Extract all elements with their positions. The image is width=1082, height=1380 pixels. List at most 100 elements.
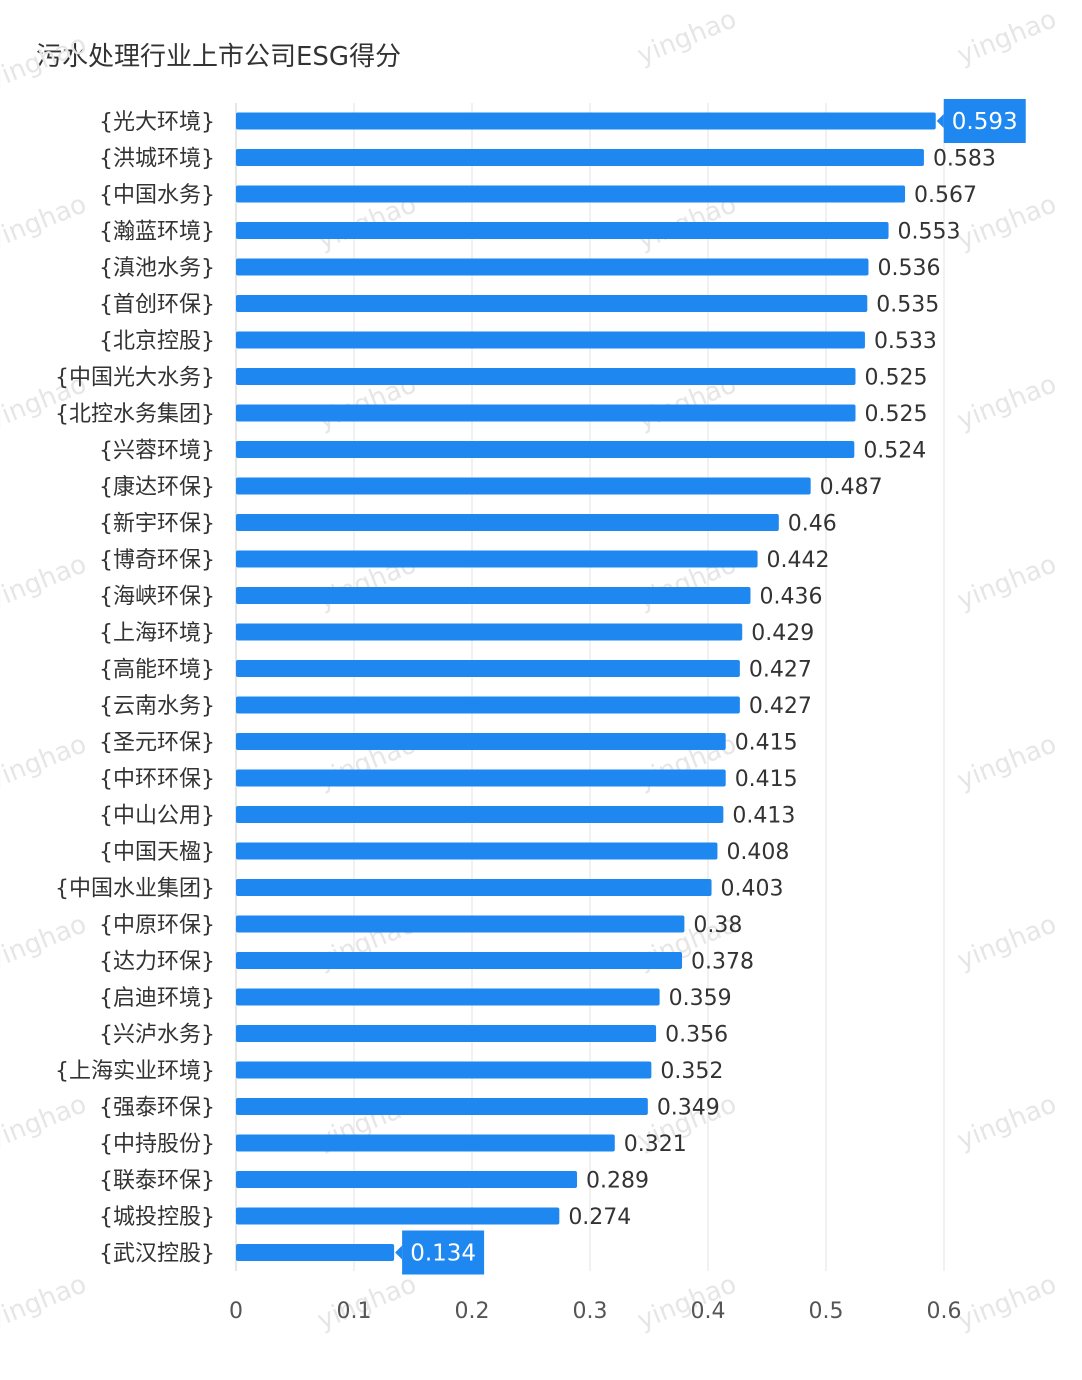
value-label: 0.429 — [751, 621, 814, 646]
watermark-text: yinghao — [633, 4, 741, 71]
bar — [236, 185, 906, 203]
value-label: 0.321 — [624, 1132, 687, 1157]
category-labels: {光大环境} {洪城环境} {中国水务} {瀚蓝环境} {滇池水务} {首创环保} {北京控… — [55, 110, 215, 1267]
bar — [236, 769, 726, 787]
watermark-text: yinghao — [953, 1269, 1061, 1336]
category-label: {博奇环保} — [99, 548, 215, 573]
value-labels: 0.593 0.583 0.567 0.553 0.536 0.535 0.533 0.525… — [395, 99, 1026, 1275]
bar — [236, 733, 726, 750]
bar — [236, 1244, 395, 1261]
bar — [236, 550, 758, 568]
value-label: 0.403 — [721, 877, 784, 902]
value-label: 0.378 — [691, 950, 754, 975]
x-tick-label: 0.1 — [337, 1299, 372, 1324]
category-label: {中国光大水务} — [55, 366, 215, 391]
watermark-text: yinghao — [0, 549, 91, 616]
category-label: {武汉控股} — [99, 1242, 215, 1267]
watermark-text: yinghao — [953, 549, 1061, 616]
category-label: {兴泸水务} — [99, 1023, 215, 1048]
category-label: {北控水务集团} — [55, 402, 215, 427]
category-label: {首创环保} — [99, 293, 215, 318]
value-label: 0.533 — [874, 329, 937, 354]
value-label: 0.535 — [876, 293, 939, 318]
bar — [236, 806, 724, 823]
bar — [236, 1061, 652, 1079]
bar — [236, 988, 660, 1006]
bar — [236, 404, 856, 422]
category-label: {兴蓉环境} — [99, 439, 215, 464]
chart-title: 污水处理行业上市公司ESG得分 — [36, 42, 402, 72]
watermark-text: yinghao — [953, 369, 1061, 436]
category-label: {上海实业环境} — [55, 1059, 215, 1084]
value-label: 0.487 — [820, 475, 883, 500]
watermark-text: yinghao — [953, 4, 1061, 71]
highlight-label-box — [943, 99, 1026, 143]
category-label: {圣元环保} — [99, 731, 215, 756]
value-label: 0.567 — [914, 183, 977, 208]
value-label: 0.352 — [660, 1059, 723, 1084]
bar — [236, 1025, 657, 1042]
highlight-label-box — [402, 1230, 485, 1275]
bar — [236, 368, 856, 385]
category-label: {中原环保} — [99, 913, 215, 938]
category-label: {康达环保} — [99, 475, 215, 500]
value-label: 0.356 — [665, 1023, 728, 1048]
highlight-value-label: 0.134 — [410, 1241, 476, 1267]
category-label: {瀚蓝环境} — [99, 220, 215, 245]
value-label: 0.415 — [735, 731, 798, 756]
watermark-text: yinghao — [0, 189, 91, 256]
x-tick-label: 0.3 — [573, 1299, 608, 1324]
watermark-text: yinghao — [0, 1269, 91, 1336]
bar — [236, 623, 743, 641]
value-label: 0.524 — [863, 439, 926, 464]
value-label: 0.413 — [732, 804, 795, 829]
value-label: 0.427 — [749, 694, 812, 719]
x-tick-label: 0 — [229, 1299, 243, 1324]
bar — [236, 112, 936, 130]
watermark-text: yinghao — [0, 1089, 91, 1156]
value-label: 0.442 — [767, 548, 830, 573]
category-label: {中持股份} — [99, 1132, 215, 1157]
tooltip-pointer — [395, 1245, 403, 1260]
category-label: {光大环境} — [99, 110, 215, 135]
bar — [236, 915, 685, 933]
value-label: 0.525 — [865, 366, 928, 391]
bar — [236, 879, 712, 896]
watermark-text: yinghao — [0, 29, 91, 96]
category-label: {北京控股} — [99, 329, 215, 354]
value-label: 0.415 — [735, 767, 798, 792]
category-label: {云南水务} — [99, 694, 215, 719]
category-label: {中山公用} — [99, 804, 215, 829]
x-tick-label: 0.2 — [455, 1299, 490, 1324]
bar — [236, 1098, 648, 1115]
watermark-text: yinghao — [953, 909, 1061, 976]
bar — [236, 587, 751, 604]
value-label: 0.38 — [693, 913, 742, 938]
bar — [236, 1134, 615, 1152]
bar — [236, 258, 869, 276]
category-label: {高能环境} — [99, 658, 215, 683]
value-label: 0.274 — [568, 1205, 631, 1230]
category-label: {海峡环保} — [99, 585, 215, 610]
value-label: 0.359 — [669, 986, 732, 1011]
bar — [236, 1207, 560, 1225]
value-label: 0.583 — [933, 147, 996, 172]
x-axis-ticks: 0 0.1 0.2 0.3 0.4 0.5 0.6 — [229, 1299, 962, 1324]
x-tick-label: 0.4 — [691, 1299, 726, 1324]
category-label: {中国水务} — [99, 183, 215, 208]
bars-group — [236, 112, 936, 1261]
category-label: {达力环保} — [99, 950, 215, 975]
category-label: {中国天楹} — [99, 840, 215, 865]
x-tick-label: 0.6 — [927, 1299, 962, 1324]
category-label: {中国水业集团} — [55, 877, 215, 902]
x-tick-label: 0.5 — [809, 1299, 844, 1324]
watermark-text: yinghao — [0, 729, 91, 796]
watermark-text: yinghao — [0, 909, 91, 976]
category-label: {洪城环境} — [99, 147, 215, 172]
value-label: 0.289 — [586, 1169, 649, 1194]
highlight-value-label: 0.593 — [952, 109, 1018, 135]
bar — [236, 477, 811, 495]
value-label: 0.525 — [865, 402, 928, 427]
value-label: 0.553 — [898, 220, 961, 245]
watermark-text: yinghao — [953, 1089, 1061, 1156]
